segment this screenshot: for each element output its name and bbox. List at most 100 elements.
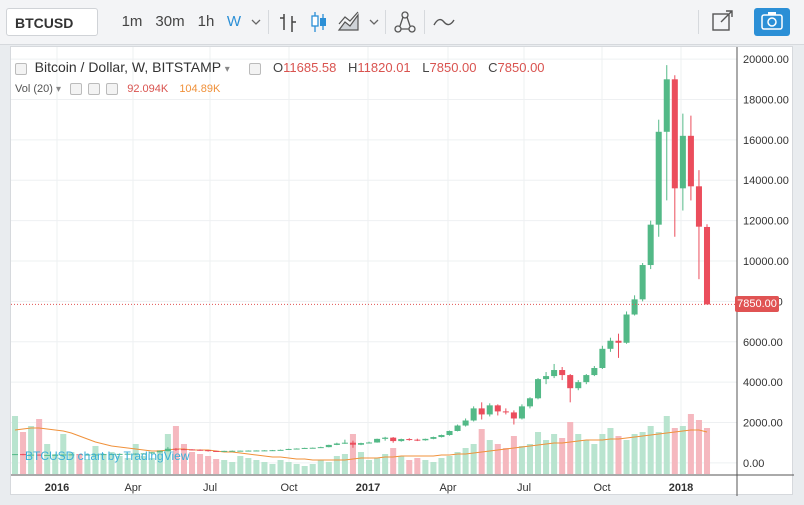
main-series-legend: Bitcoin / Dollar, W, BITSTAMP ▾ O11685.5… — [15, 59, 545, 75]
chart-panel[interactable]: 0.002000.004000.006000.008000.0010000.00… — [10, 46, 794, 496]
candle-body — [615, 340, 622, 343]
volume-bar — [374, 458, 381, 474]
volume-bar — [486, 440, 493, 474]
candle-body — [317, 447, 324, 449]
volume-bar — [695, 420, 702, 474]
volume-bar — [140, 456, 147, 474]
candle-body — [438, 435, 445, 438]
volume-bar — [52, 454, 59, 474]
candle-body — [414, 439, 421, 441]
volume-bar — [100, 454, 107, 474]
collapse-legend-icon[interactable] — [15, 62, 27, 75]
volume-bar — [446, 456, 453, 474]
candle-body — [197, 449, 204, 451]
volume-bar — [164, 434, 171, 474]
candle-body — [261, 450, 268, 452]
candle-body — [631, 299, 638, 315]
volume-bar — [180, 444, 187, 474]
volume-bar — [205, 456, 212, 474]
candle-body — [60, 454, 67, 456]
series-menu-caret-icon[interactable]: ▾ — [224, 64, 230, 75]
candle-body — [526, 398, 533, 407]
candle-body — [575, 382, 582, 389]
volume-bar — [687, 414, 694, 474]
x-tick-label: Jul — [203, 482, 217, 494]
volume-bar — [623, 440, 630, 474]
area-chart-type-icon[interactable] — [336, 0, 362, 44]
series-title: Bitcoin / Dollar, W, BITSTAMP — [34, 59, 222, 75]
volume-bar — [36, 419, 43, 474]
y-tick-label: 20000.00 — [743, 54, 789, 66]
candle-body — [28, 454, 35, 456]
interval-1h-button[interactable]: 1h — [197, 13, 215, 30]
volume-bar — [317, 460, 324, 474]
candle-body — [623, 314, 630, 343]
tradingview-watermark[interactable]: BTCUSD chart by TradingView — [25, 449, 190, 463]
volume-bar — [108, 452, 115, 474]
volume-settings-icon[interactable] — [88, 83, 101, 96]
interval-30m-button[interactable]: 30m — [155, 13, 185, 30]
candle-body — [374, 438, 381, 443]
volume-bar — [430, 462, 437, 474]
candles-chart-type-icon[interactable] — [307, 0, 331, 44]
bar-chart-type-icon[interactable] — [276, 0, 300, 44]
y-tick-label: 4000.00 — [743, 377, 783, 389]
candle-body — [357, 443, 365, 445]
candlestick-chart[interactable]: 0.002000.004000.006000.008000.0010000.00… — [11, 47, 794, 496]
candle-body — [398, 439, 405, 442]
compare-symbol-icon[interactable] — [392, 0, 418, 44]
candle-body — [510, 412, 517, 419]
volume-bar — [116, 456, 123, 474]
y-tick-label: 16000.00 — [743, 135, 789, 147]
volume-menu-caret-icon[interactable]: ▾ — [55, 84, 62, 95]
y-tick-label: 12000.00 — [743, 216, 789, 228]
volume-bar — [269, 464, 276, 474]
y-tick-label: 2000.00 — [743, 418, 783, 430]
volume-visibility-icon[interactable] — [70, 83, 83, 96]
volume-bar — [20, 432, 27, 474]
interval-dropdown-icon[interactable] — [248, 0, 264, 44]
volume-bar — [551, 434, 558, 474]
candle-body — [607, 340, 614, 349]
volume-bar — [575, 434, 582, 474]
volume-bar — [502, 448, 509, 474]
volume-bar — [229, 462, 236, 474]
indicators-icon[interactable] — [431, 0, 457, 44]
candle-body — [382, 437, 389, 439]
candle-body — [189, 449, 196, 451]
candle-body — [277, 449, 284, 451]
candle-body — [301, 447, 308, 449]
candle-body — [333, 443, 340, 445]
symbol-search-input[interactable]: BTCUSD — [6, 8, 98, 36]
snapshot-camera-icon[interactable] — [752, 0, 792, 44]
volume-bar — [607, 428, 614, 474]
volume-bar — [325, 462, 332, 474]
volume-remove-icon[interactable] — [106, 83, 119, 96]
candle-body — [11, 454, 19, 456]
interval-week-button[interactable]: W — [226, 13, 242, 30]
volume-bar — [148, 458, 155, 474]
x-tick-label: Apr — [124, 482, 141, 494]
volume-bar — [671, 428, 678, 474]
volume-legend: Vol (20) ▾ 92.094K 104.89K — [15, 83, 220, 96]
volume-bar — [349, 434, 356, 474]
volume-bar — [583, 440, 590, 474]
candle-body — [543, 376, 550, 380]
volume-bar — [293, 464, 300, 474]
candle-body — [567, 375, 574, 389]
volume-bar — [398, 456, 405, 474]
volume-bar — [647, 426, 654, 474]
volume-value: 92.094K — [127, 83, 169, 95]
x-tick-label: Apr — [439, 482, 456, 494]
chart-type-dropdown-icon[interactable] — [366, 0, 382, 44]
fullscreen-popout-icon[interactable] — [708, 0, 736, 44]
volume-bar — [68, 452, 75, 474]
candle-body — [663, 79, 670, 132]
volume-bar — [470, 444, 477, 474]
volume-bar — [655, 432, 662, 474]
close-value: 7850.00 — [497, 60, 545, 75]
interval-1m-button[interactable]: 1m — [121, 13, 143, 30]
candle-body — [293, 448, 300, 450]
series-settings-icon[interactable] — [249, 62, 262, 75]
candle-body — [164, 448, 171, 452]
